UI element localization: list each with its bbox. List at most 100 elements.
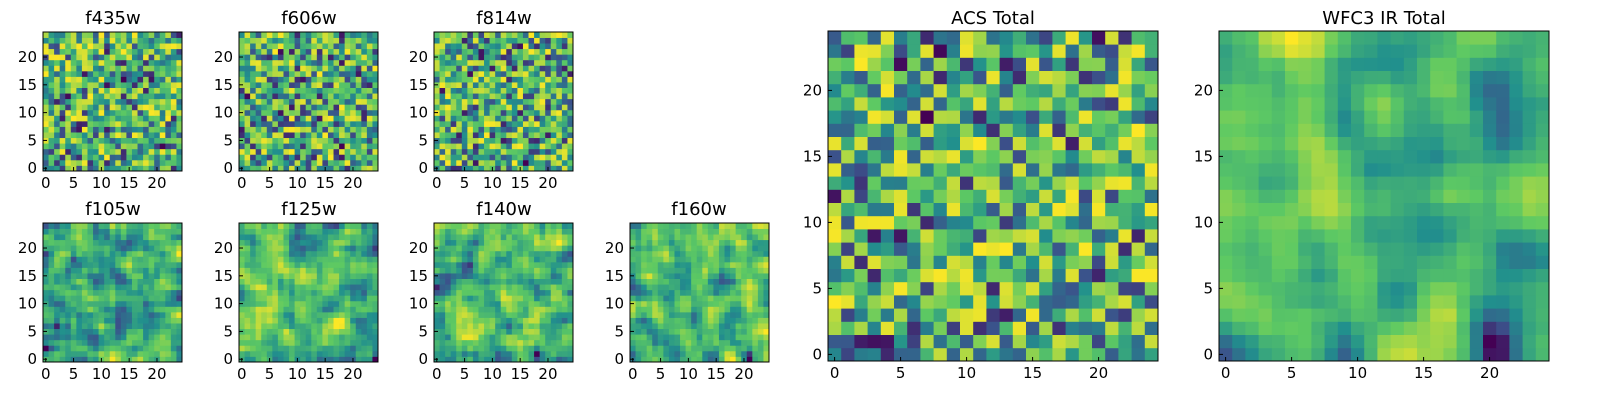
heatmap-cell xyxy=(506,323,513,330)
heatmap-cell xyxy=(137,154,144,161)
heatmap-cell xyxy=(322,245,329,252)
heatmap-cell xyxy=(59,132,66,139)
heatmap-cell xyxy=(735,300,742,307)
heatmap-cell xyxy=(933,255,948,269)
heatmap-cell xyxy=(277,289,284,296)
heatmap-cell xyxy=(120,98,127,105)
heatmap-cell xyxy=(255,345,262,352)
heatmap-cell xyxy=(266,154,273,161)
heatmap-cell xyxy=(131,306,138,313)
heatmap-cell xyxy=(355,289,362,296)
heatmap-cell xyxy=(54,143,61,150)
heatmap-cell xyxy=(522,345,529,352)
heatmap-cell xyxy=(165,154,172,161)
heatmap-cell xyxy=(137,295,144,302)
heatmap-cell xyxy=(495,32,502,38)
heatmap-cell xyxy=(724,223,731,229)
heatmap-cell xyxy=(70,250,77,257)
heatmap-cell xyxy=(159,295,166,302)
heatmap-cell xyxy=(311,126,318,133)
heatmap-cell xyxy=(495,65,502,72)
heatmap-cell xyxy=(372,261,379,268)
heatmap-cell xyxy=(239,143,245,150)
y-tick-label: 20 xyxy=(409,239,428,257)
heatmap-cell xyxy=(294,300,301,307)
heatmap-cell xyxy=(98,37,105,44)
heatmap-cell xyxy=(54,104,61,111)
heatmap-cell xyxy=(120,48,127,55)
heatmap-cell xyxy=(366,234,373,241)
heatmap-cell xyxy=(339,334,346,341)
heatmap-cell xyxy=(567,273,574,279)
heatmap-cell xyxy=(170,48,177,55)
heatmap-cell xyxy=(355,234,362,241)
heatmap-cell xyxy=(366,65,373,72)
heatmap-cell xyxy=(289,345,295,352)
heatmap-cell xyxy=(1118,163,1132,177)
heatmap-cell xyxy=(456,98,463,105)
heatmap-cell xyxy=(434,267,440,274)
heatmap-cell xyxy=(1052,176,1066,190)
heatmap-cell xyxy=(244,154,251,161)
heatmap-cell xyxy=(528,300,535,307)
heatmap-cell xyxy=(467,278,474,285)
heatmap-cell xyxy=(176,245,183,252)
heatmap-cell xyxy=(702,328,709,335)
heatmap-cell xyxy=(165,323,172,330)
heatmap-cell xyxy=(283,245,290,252)
heatmap-cell xyxy=(478,306,485,313)
heatmap-cell xyxy=(495,228,502,235)
heatmap-cell xyxy=(495,239,502,246)
heatmap-cell xyxy=(316,234,323,241)
heatmap-cell xyxy=(93,300,99,307)
heatmap-cell xyxy=(294,350,301,357)
heatmap-cell xyxy=(718,223,725,229)
heatmap-cell xyxy=(333,239,340,246)
heatmap-cell xyxy=(250,93,257,100)
heatmap-cell xyxy=(239,234,245,241)
heatmap-cell xyxy=(517,256,524,263)
heatmap-cell xyxy=(646,356,653,363)
heatmap-cell xyxy=(305,311,312,318)
heatmap-cell xyxy=(300,93,307,100)
heatmap-cell xyxy=(283,273,290,279)
heatmap-cell xyxy=(322,126,329,133)
heatmap-cell xyxy=(550,311,557,318)
heatmap-cell xyxy=(170,37,177,44)
heatmap-cell xyxy=(322,250,329,257)
heatmap-cell xyxy=(735,250,742,257)
heatmap-cell xyxy=(691,334,698,341)
heatmap-cell xyxy=(372,273,379,279)
heatmap-cell xyxy=(567,126,574,133)
heatmap-cell xyxy=(894,255,908,269)
heatmap-cell xyxy=(450,126,457,133)
heatmap-cell xyxy=(841,242,855,256)
heatmap-cell xyxy=(366,76,373,83)
heatmap-cell xyxy=(495,250,502,257)
heatmap-cell xyxy=(539,43,546,50)
heatmap-cell xyxy=(272,311,279,318)
heatmap-cell xyxy=(478,295,485,302)
heatmap-cell xyxy=(339,245,346,252)
heatmap-cell xyxy=(159,350,166,357)
heatmap-cell xyxy=(534,289,541,296)
heatmap-cell xyxy=(104,98,111,105)
heatmap-cell xyxy=(65,54,72,61)
heatmap-cell xyxy=(244,87,251,94)
heatmap-cell xyxy=(250,234,257,241)
heatmap-cell xyxy=(1012,308,1027,322)
heatmap-cell xyxy=(534,295,541,302)
heatmap-cell xyxy=(685,317,692,324)
heatmap-cell xyxy=(561,284,568,291)
heatmap-cell xyxy=(93,334,99,341)
heatmap-cell xyxy=(467,148,474,155)
heatmap-cell xyxy=(283,267,290,274)
heatmap-cell xyxy=(1065,189,1080,203)
heatmap-cell xyxy=(250,65,257,72)
heatmap-cell xyxy=(646,328,653,335)
heatmap-cell xyxy=(294,339,301,346)
heatmap-cell xyxy=(148,43,155,50)
heatmap-cell xyxy=(522,120,529,127)
heatmap-cell xyxy=(316,245,323,252)
heatmap-cell xyxy=(81,345,88,352)
